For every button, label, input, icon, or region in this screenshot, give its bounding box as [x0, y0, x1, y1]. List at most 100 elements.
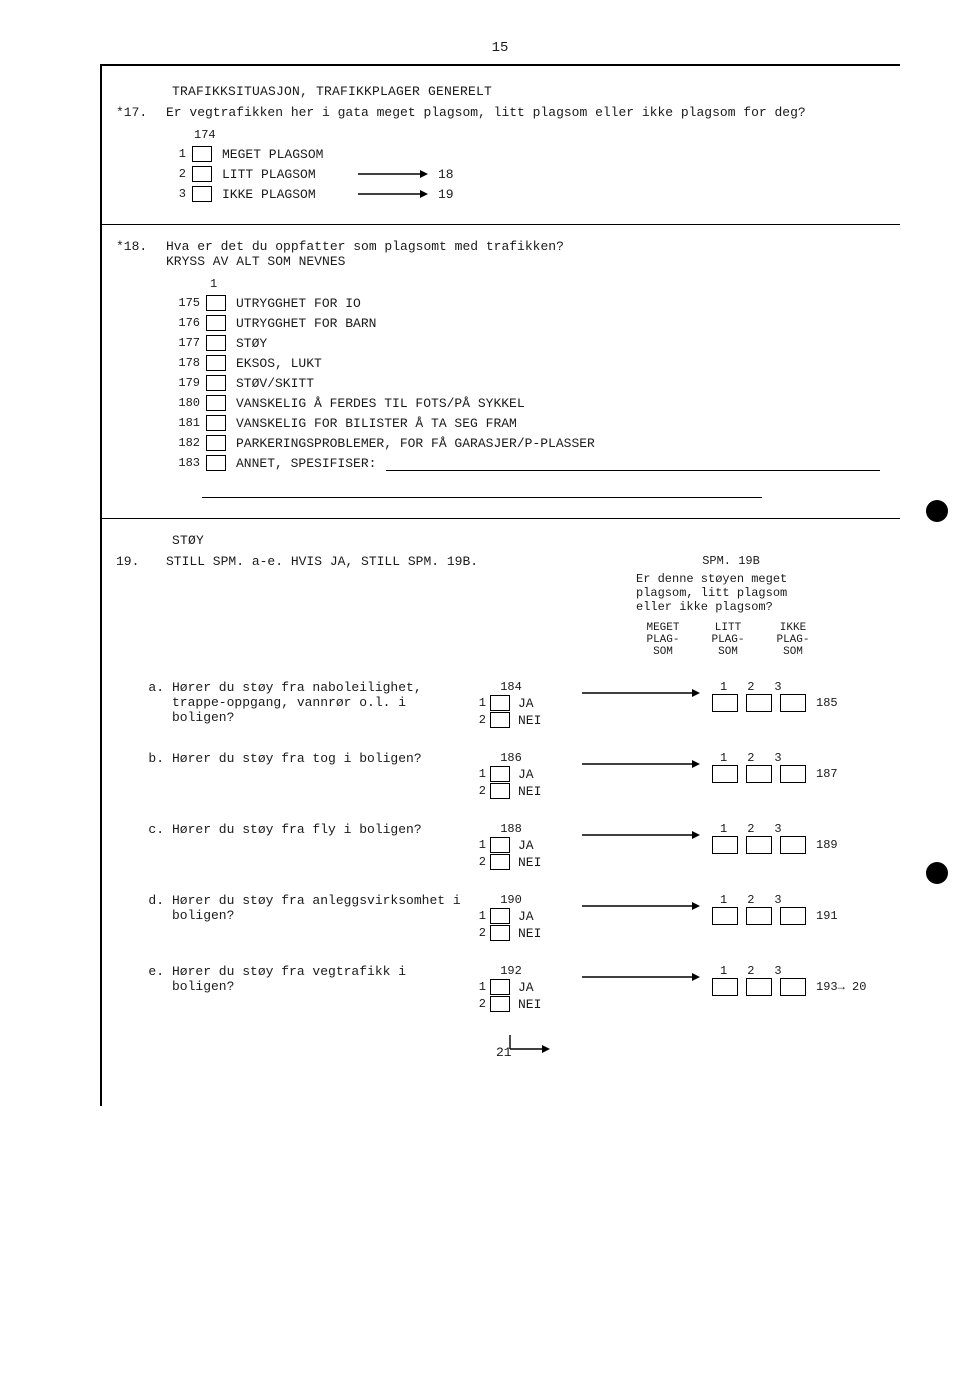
checkbox[interactable] — [206, 435, 226, 451]
column-number: 185 — [816, 696, 838, 710]
skip-target: 19 — [438, 187, 454, 202]
checkbox[interactable] — [490, 783, 510, 799]
option-code: 2 — [472, 713, 486, 727]
option-row: 181VANSKELIG FOR BILISTER Å TA SEG FRAM — [172, 415, 880, 431]
option-label: LITT PLAGSOM — [222, 167, 352, 182]
scale-cell: 123189 — [712, 822, 838, 854]
checkbox[interactable] — [780, 694, 806, 712]
sub-question-text: Hører du støy fra tog i boligen? — [172, 751, 472, 766]
checkbox[interactable] — [712, 765, 738, 783]
checkbox[interactable] — [712, 978, 738, 996]
checkbox[interactable] — [192, 166, 212, 182]
q18-options: 1 175UTRYGGHET FOR IO176UTRYGGHET FOR BA… — [172, 277, 880, 471]
column-number: 186 — [488, 751, 534, 765]
sub-question-text: Hører du støy fra fly i boligen? — [172, 822, 472, 837]
column-number: 187 — [816, 767, 838, 781]
option-code: 1 — [472, 696, 486, 710]
checkbox[interactable] — [490, 766, 510, 782]
scale-cell: 123191 — [712, 893, 838, 925]
column-number: 190 — [488, 893, 534, 907]
option-label: NEI — [518, 784, 541, 799]
spm-19b-title: SPM. 19B — [636, 554, 826, 568]
checkbox[interactable] — [780, 836, 806, 854]
sub-question-text: Hører du støy fra vegtrafikk i boligen? — [172, 964, 472, 994]
question-number: *17. — [112, 105, 166, 120]
question-text: STILL SPM. a-e. HVIS JA, STILL SPM. 19B. — [166, 554, 636, 658]
checkbox[interactable] — [206, 375, 226, 391]
checkbox[interactable] — [490, 712, 510, 728]
checkbox[interactable] — [206, 395, 226, 411]
checkbox[interactable] — [746, 907, 772, 925]
column-number: 180 — [172, 396, 200, 410]
scale-numbers: 123 — [712, 751, 838, 765]
checkbox[interactable] — [490, 996, 510, 1012]
checkbox[interactable] — [780, 978, 806, 996]
checkbox[interactable] — [206, 415, 226, 431]
option-label: VANSKELIG FOR BILISTER Å TA SEG FRAM — [236, 416, 517, 431]
checkbox[interactable] — [206, 455, 226, 471]
separator — [102, 224, 900, 225]
checkbox[interactable] — [206, 355, 226, 371]
option-label: JA — [518, 980, 534, 995]
checkbox[interactable] — [490, 925, 510, 941]
checkbox[interactable] — [746, 836, 772, 854]
option-label: PARKERINGSPROBLEMER, FOR FÅ GARASJER/P-P… — [236, 436, 595, 451]
checkbox[interactable] — [712, 836, 738, 854]
column-number: 176 — [172, 316, 200, 330]
sub-question-text: Hører du støy fra naboleilighet, trappe-… — [172, 680, 472, 725]
checkbox[interactable] — [192, 146, 212, 162]
checkbox[interactable] — [780, 765, 806, 783]
question-17: *17. Er vegtrafikken her i gata meget pl… — [112, 105, 880, 120]
checkbox[interactable] — [490, 979, 510, 995]
column-number: 193→ 20 — [816, 980, 866, 994]
scale-numbers: 123 — [712, 964, 866, 978]
question-number: 19. — [112, 554, 166, 658]
arrow-right-icon — [582, 901, 702, 911]
option-label: NEI — [518, 855, 541, 870]
sub-question-row: b.Hører du støy fra tog i boligen?1861JA… — [112, 751, 880, 800]
checkbox[interactable] — [712, 907, 738, 925]
sub-letter: c. — [112, 822, 172, 837]
page: 15 TRAFIKKSITUASJON, TRAFIKKPLAGER GENER… — [0, 0, 960, 1391]
option-row: 183ANNET, SPESIFISER: — [172, 455, 880, 471]
column-number: 177 — [172, 336, 200, 350]
sub-letter: d. — [112, 893, 172, 908]
option-row: 3 IKKE PLAGSOM 19 — [172, 186, 880, 202]
option-label: JA — [518, 767, 534, 782]
checkbox[interactable] — [746, 978, 772, 996]
checkbox[interactable] — [490, 695, 510, 711]
option-row: 177 STØY — [172, 335, 880, 351]
skip-target: 18 — [438, 167, 454, 182]
option-label: JA — [518, 909, 534, 924]
section-title: TRAFIKKSITUASJON, TRAFIKKPLAGER GENERELT — [172, 84, 880, 99]
question-19b-header: SPM. 19B Er denne støyen meget plagsom, … — [636, 554, 826, 658]
punch-hole-icon — [926, 862, 948, 884]
option-label: UTRYGGHET FOR BARN — [236, 316, 376, 331]
checkbox[interactable] — [780, 907, 806, 925]
checkbox[interactable] — [712, 694, 738, 712]
sub-letter: e. — [112, 964, 172, 979]
question-19: 19. STILL SPM. a-e. HVIS JA, STILL SPM. … — [112, 554, 880, 658]
checkbox[interactable] — [746, 694, 772, 712]
option-code: 1 — [472, 980, 486, 994]
option-label: STØY — [236, 336, 267, 351]
checkbox[interactable] — [490, 908, 510, 924]
write-in-line[interactable] — [386, 456, 880, 471]
option-code: 1 — [472, 909, 486, 923]
scale-cell: 123185 — [712, 680, 838, 712]
question-text: Hva er det du oppfatter som plagsomt med… — [166, 239, 880, 269]
option-code: 2 — [472, 855, 486, 869]
arrow-right-icon — [582, 688, 702, 698]
checkbox[interactable] — [206, 295, 226, 311]
checkbox[interactable] — [206, 335, 226, 351]
checkbox[interactable] — [490, 854, 510, 870]
arrow-right-icon — [582, 830, 702, 840]
checkbox[interactable] — [206, 315, 226, 331]
option-label: JA — [518, 838, 534, 853]
checkbox[interactable] — [746, 765, 772, 783]
option-row: 1 MEGET PLAGSOM — [172, 146, 880, 162]
column-number: 174 — [194, 128, 880, 142]
yes-no-column: 1841JA2NEI — [472, 680, 582, 729]
checkbox[interactable] — [192, 186, 212, 202]
checkbox[interactable] — [490, 837, 510, 853]
